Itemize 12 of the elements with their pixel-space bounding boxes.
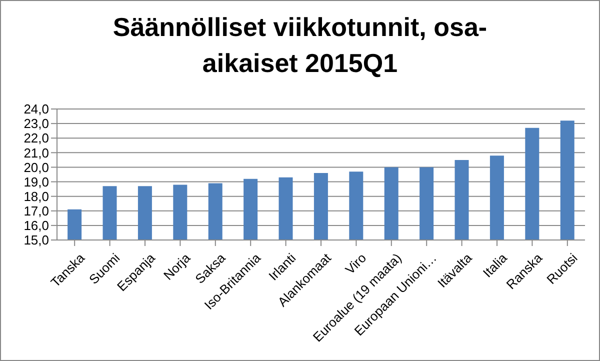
y-tick-label: 22,0 [24, 130, 49, 146]
y-tick-label: 16,0 [24, 218, 49, 234]
y-tick-label: 23,0 [24, 116, 49, 132]
y-tick-label: 19,0 [24, 174, 49, 190]
y-tick-label: 24,0 [24, 102, 49, 117]
x-tick-label: Viro [342, 250, 370, 278]
y-tick-label: 21,0 [24, 145, 49, 160]
chart-title: Säännölliset viikkotunnit, osa-aikaiset 2015Q1 [112, 11, 488, 80]
y-tick-label: 20,0 [24, 160, 49, 175]
y-tick-label: 18,0 [24, 188, 49, 204]
y-tick-label: 15,0 [24, 232, 49, 248]
y-tick-label: 17,0 [24, 204, 49, 219]
